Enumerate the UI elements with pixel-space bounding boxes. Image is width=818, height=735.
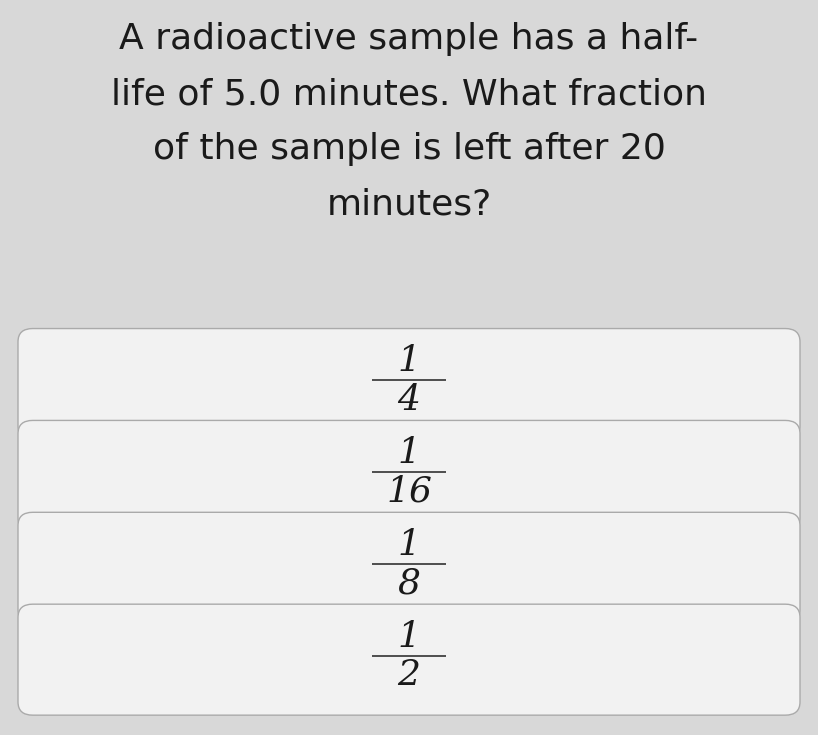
Text: minutes?: minutes? bbox=[326, 187, 492, 221]
FancyBboxPatch shape bbox=[18, 604, 800, 715]
Text: 8: 8 bbox=[398, 566, 420, 600]
Text: 1: 1 bbox=[398, 528, 420, 562]
Text: A radioactive sample has a half-: A radioactive sample has a half- bbox=[119, 22, 699, 56]
Text: 1: 1 bbox=[398, 344, 420, 378]
FancyBboxPatch shape bbox=[18, 420, 800, 531]
Text: 2: 2 bbox=[398, 659, 420, 692]
Text: life of 5.0 minutes. What fraction: life of 5.0 minutes. What fraction bbox=[111, 77, 707, 111]
Text: of the sample is left after 20: of the sample is left after 20 bbox=[153, 132, 665, 166]
FancyBboxPatch shape bbox=[18, 329, 800, 440]
FancyBboxPatch shape bbox=[18, 512, 800, 623]
Text: 1: 1 bbox=[398, 436, 420, 470]
Text: 16: 16 bbox=[386, 475, 432, 509]
Text: 4: 4 bbox=[398, 382, 420, 417]
Text: 1: 1 bbox=[398, 620, 420, 654]
